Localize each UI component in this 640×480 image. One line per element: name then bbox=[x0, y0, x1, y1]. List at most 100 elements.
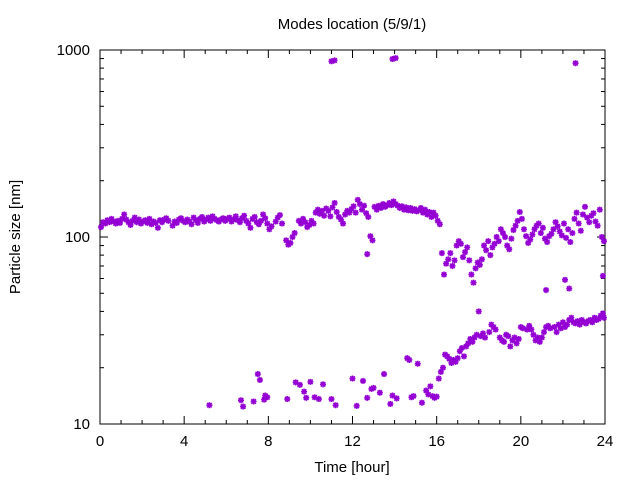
data-point bbox=[590, 210, 597, 217]
data-point bbox=[335, 213, 342, 220]
data-point bbox=[364, 394, 371, 401]
data-point bbox=[528, 326, 535, 333]
data-point bbox=[543, 287, 550, 294]
data-point bbox=[497, 226, 504, 233]
data-point bbox=[579, 211, 586, 218]
data-point bbox=[507, 343, 514, 350]
data-point bbox=[276, 212, 283, 219]
chart-title: Modes location (5/9/1) bbox=[278, 16, 426, 33]
x-tick-label: 16 bbox=[428, 433, 445, 450]
data-point bbox=[308, 217, 315, 224]
data-point bbox=[188, 221, 195, 228]
data-point bbox=[600, 238, 607, 245]
data-point bbox=[230, 216, 237, 223]
data-point bbox=[545, 322, 552, 329]
data-point bbox=[443, 260, 450, 267]
data-point bbox=[554, 223, 561, 230]
data-point bbox=[236, 219, 243, 226]
data-point bbox=[577, 227, 584, 234]
data-point bbox=[598, 234, 605, 240]
data-point bbox=[209, 213, 216, 220]
data-point bbox=[272, 218, 279, 225]
data-point bbox=[550, 226, 557, 233]
data-point bbox=[348, 206, 355, 213]
data-point bbox=[468, 271, 475, 278]
data-point bbox=[454, 355, 461, 362]
data-point bbox=[501, 338, 507, 345]
data-point bbox=[576, 321, 583, 328]
data-point bbox=[595, 315, 602, 322]
data-point bbox=[544, 239, 551, 246]
data-point bbox=[390, 198, 397, 205]
data-point bbox=[283, 237, 290, 244]
data-point bbox=[540, 329, 547, 336]
data-point bbox=[441, 271, 448, 278]
data-point bbox=[423, 387, 430, 394]
data-point bbox=[194, 219, 201, 226]
y-axis-ticks: 10 100 1000 bbox=[57, 42, 605, 433]
data-point bbox=[129, 217, 136, 224]
data-point bbox=[342, 211, 349, 218]
data-points bbox=[98, 55, 607, 410]
data-point bbox=[425, 391, 432, 398]
data-point bbox=[119, 215, 126, 222]
y-tick-label: 100 bbox=[65, 229, 90, 246]
data-point bbox=[516, 209, 523, 216]
data-point bbox=[506, 246, 513, 253]
data-point bbox=[548, 230, 555, 237]
data-point bbox=[534, 334, 541, 341]
data-point bbox=[226, 214, 233, 221]
data-point bbox=[563, 234, 570, 241]
data-point bbox=[369, 237, 376, 244]
data-point bbox=[307, 378, 314, 385]
data-point bbox=[562, 324, 569, 331]
data-point bbox=[472, 265, 479, 272]
data-point bbox=[599, 272, 606, 279]
data-point bbox=[254, 371, 261, 378]
data-point bbox=[407, 204, 414, 211]
data-point bbox=[547, 325, 554, 332]
data-point bbox=[365, 213, 372, 220]
data-point bbox=[300, 215, 307, 222]
data-point bbox=[331, 57, 338, 64]
data-point bbox=[303, 394, 310, 401]
data-point bbox=[505, 333, 512, 340]
data-point bbox=[461, 353, 468, 360]
data-point bbox=[519, 325, 526, 332]
data-point bbox=[256, 376, 263, 383]
data-point bbox=[169, 222, 176, 229]
data-point bbox=[469, 338, 476, 345]
data-point bbox=[296, 381, 303, 388]
x-tick-label: 8 bbox=[264, 433, 272, 450]
data-point bbox=[487, 252, 494, 259]
data-point bbox=[574, 318, 581, 325]
data-point bbox=[247, 224, 254, 231]
data-point bbox=[582, 203, 589, 210]
data-point bbox=[530, 331, 537, 338]
data-point bbox=[239, 215, 246, 222]
data-point bbox=[173, 219, 180, 226]
data-point bbox=[527, 236, 534, 243]
data-point bbox=[465, 340, 472, 347]
data-point bbox=[361, 202, 368, 209]
data-point bbox=[490, 324, 497, 331]
data-point bbox=[508, 235, 515, 242]
y-axis-title: Particle size [nm] bbox=[7, 180, 24, 294]
data-point bbox=[600, 314, 607, 321]
data-point bbox=[146, 215, 153, 222]
data-point bbox=[539, 224, 546, 231]
data-point bbox=[350, 203, 357, 210]
data-point bbox=[279, 220, 286, 227]
data-point bbox=[199, 213, 206, 220]
data-point bbox=[438, 250, 445, 257]
data-point bbox=[297, 220, 304, 227]
data-point bbox=[458, 344, 465, 351]
data-point bbox=[564, 321, 571, 328]
data-point bbox=[398, 203, 405, 210]
data-point bbox=[512, 222, 519, 229]
data-point bbox=[316, 210, 323, 217]
data-point bbox=[422, 206, 429, 213]
x-tick-label: 24 bbox=[597, 433, 614, 450]
data-point bbox=[493, 234, 500, 240]
